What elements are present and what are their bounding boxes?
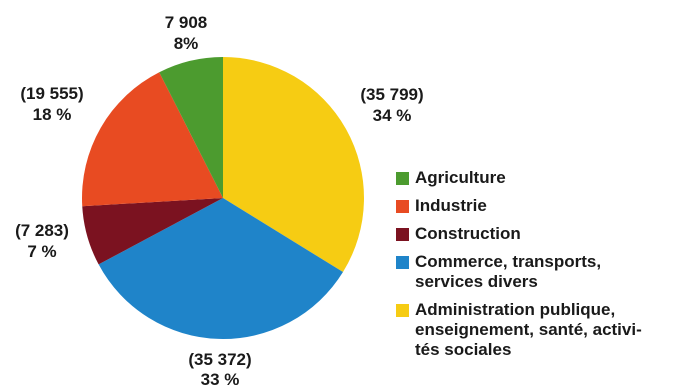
pie-slice-administration [223,57,364,273]
legend-label-industrie: Industrie [415,196,487,215]
legend-swatch-construction [396,228,409,241]
legend-swatch-industrie [396,200,409,213]
legend-swatch-administration [396,304,409,317]
legend-label-construction: Construction [415,224,521,243]
legend-swatch-commerce [396,256,409,269]
slice-percent-label-commerce: 33 % [201,370,240,387]
legend-label-commerce: Commerce, transports, services divers [415,252,602,291]
legend-item-agriculture: Agriculture [396,168,681,188]
legend-item-construction: Construction [396,224,681,244]
legend-label-agriculture: Agriculture [415,168,506,187]
slice-percent-label-agriculture: 8% [174,34,199,53]
slice-value-label-administration: (35 799) [360,85,423,104]
slice-value-label-construction: (7 283) [15,221,69,240]
pie-slice-construction [82,198,224,265]
legend-item-administration: Administration publique, enseignement, s… [396,300,681,360]
slice-percent-label-industrie: 18 % [33,105,72,124]
chart-legend: Agriculture Industrie Construction Comme… [396,168,681,368]
slice-percent-label-construction: 7 % [27,242,56,261]
pie-slices [81,56,364,339]
slice-value-label-agriculture: 7 908 [165,13,208,32]
slice-value-label-commerce: (35 372) [188,350,251,369]
pie-slice-agriculture [159,56,223,198]
slice-value-label-industrie: (19 555) [20,84,83,103]
pie-slice-commerce [98,198,343,339]
pie-slice-industrie [81,72,224,207]
legend-label-administration: Administration publique, enseignement, s… [415,300,642,359]
legend-item-commerce: Commerce, transports, services divers [396,252,681,292]
legend-swatch-agriculture [396,172,409,185]
legend-item-industrie: Industrie [396,196,681,216]
slice-percent-label-administration: 34 % [373,106,412,125]
